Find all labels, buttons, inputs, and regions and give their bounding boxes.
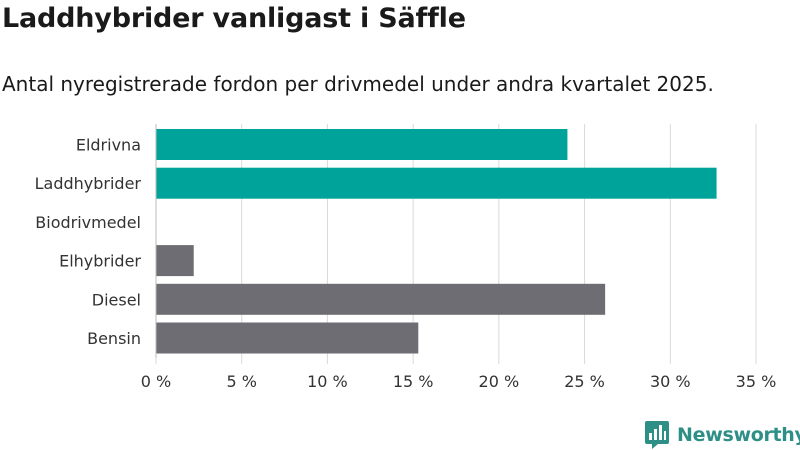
brand-name: Newsworthy bbox=[677, 424, 800, 446]
x-tick-label: 0 % bbox=[141, 372, 171, 391]
category-label: Diesel bbox=[92, 290, 141, 309]
category-label: Biodrivmedel bbox=[35, 213, 141, 232]
x-tick-label: 25 % bbox=[564, 372, 605, 391]
brand-logo: Newsworthy bbox=[644, 420, 800, 450]
chart-title: Laddhybrider vanligast i Säffle bbox=[2, 3, 466, 34]
x-tick-label: 15 % bbox=[393, 372, 434, 391]
bar-chart: 0 % 5 % 10 % 15 % 20 % 25 % 30 % 35 % Eldrivna La… bbox=[35, 124, 777, 391]
x-tick-label: 10 % bbox=[307, 372, 348, 391]
category-label: Bensin bbox=[87, 329, 141, 348]
bar-elhybrider bbox=[156, 245, 194, 277]
bar-diesel bbox=[156, 283, 606, 315]
x-tick-label: 20 % bbox=[479, 372, 520, 391]
bar-eldrivna bbox=[156, 129, 568, 160]
category-label: Laddhybrider bbox=[35, 174, 142, 193]
bar-laddhybrider bbox=[156, 167, 717, 199]
x-tick-label: 30 % bbox=[650, 372, 691, 391]
x-tick-label: 35 % bbox=[736, 372, 777, 391]
category-label: Elhybrider bbox=[59, 252, 141, 271]
bar-bensin bbox=[156, 322, 419, 354]
bar-chart-logo-icon bbox=[645, 421, 669, 449]
x-tick-label: 5 % bbox=[226, 372, 256, 391]
chart-subtitle: Antal nyregistrerade fordon per drivmede… bbox=[2, 72, 714, 96]
category-label: Eldrivna bbox=[76, 136, 141, 155]
